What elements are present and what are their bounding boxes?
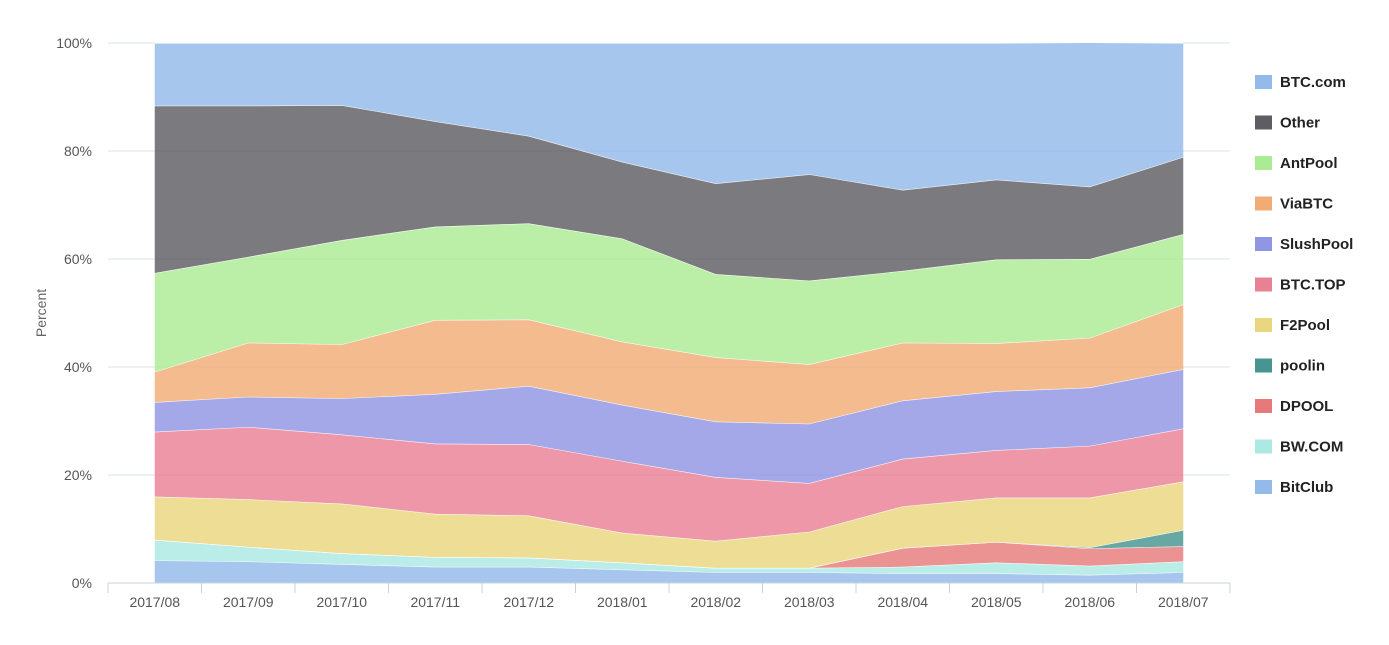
legend-swatch: [1255, 75, 1272, 89]
area-series-group: [154, 41, 1184, 583]
area-antpool: [154, 223, 1184, 372]
legend-swatch: [1255, 480, 1272, 494]
area-bitclub: [154, 560, 1184, 583]
x-tick-label: 2017/11: [410, 594, 460, 610]
legend-label: F2Pool: [1280, 317, 1330, 334]
x-tick-label: 2017/09: [223, 594, 274, 610]
legend-swatch: [1255, 196, 1272, 211]
area-other: [154, 105, 1184, 281]
legend-label: BW.COM: [1280, 439, 1343, 456]
legend-label: BitClub: [1280, 479, 1333, 496]
legend-item-btc-top: BTC.TOP: [1255, 277, 1346, 294]
legend-label: Other: [1280, 115, 1320, 132]
x-tick-label: 2018/03: [784, 594, 835, 610]
y-tick-label: 40%: [64, 359, 92, 375]
area-btc-top: [154, 426, 1184, 541]
x-tick-label: 2018/02: [690, 594, 741, 610]
legend-label: poolin: [1280, 358, 1325, 375]
x-tick-label: 2018/06: [1064, 594, 1115, 610]
legend-item-f2pool: F2Pool: [1255, 317, 1330, 334]
y-tick-label: 0%: [72, 575, 92, 591]
legend-item-bw-com: BW.COM: [1255, 439, 1343, 456]
x-tick-label: 2017/08: [129, 594, 180, 610]
y-tick-label: 80%: [64, 143, 92, 159]
legend-label: SlushPool: [1280, 236, 1353, 253]
legend-item-other: Other: [1255, 115, 1320, 132]
legend-item-dpool: DPOOL: [1255, 398, 1333, 415]
legend-item-poolin: poolin: [1255, 358, 1325, 375]
legend-swatch: [1255, 237, 1272, 251]
legend-label: AntPool: [1280, 155, 1338, 172]
x-tick-label: 2017/12: [503, 594, 554, 610]
y-tick-label: 20%: [64, 467, 92, 483]
x-tick-label: 2018/04: [877, 594, 928, 610]
y-tick-label: 60%: [64, 251, 92, 267]
legend-swatch: [1255, 439, 1272, 454]
legend-swatch: [1255, 318, 1272, 332]
axes: 0% 20% 40% 60% 80% 100% Percent 2017/08 2017/09 2…: [33, 35, 1231, 610]
area-btc-com: [154, 42, 1184, 190]
y-axis-title: Percent: [33, 289, 49, 337]
legend-swatch: [1255, 399, 1272, 413]
legend-item-slushpool: SlushPool: [1255, 236, 1353, 253]
y-tick-label: 100%: [56, 35, 92, 51]
area-slushpool: [154, 369, 1184, 484]
legend-item-btc-com: BTC.com: [1255, 74, 1346, 91]
legend-label: ViaBTC: [1280, 196, 1333, 213]
legend-item-antpool: AntPool: [1255, 155, 1338, 172]
area-f2pool: [154, 481, 1184, 568]
area-viabtc: [154, 304, 1184, 424]
x-tick-label: 2018/05: [971, 594, 1022, 610]
legend-item-viabtc: ViaBTC: [1255, 196, 1333, 213]
legend-swatch: [1255, 115, 1272, 130]
legend-item-bitclub: BitClub: [1255, 479, 1333, 496]
legend-swatch: [1255, 358, 1272, 373]
x-tick-label: 2018/07: [1158, 594, 1209, 610]
legend: BTC.com Other AntPool ViaBTC SlushPool BTC.TO…: [1255, 74, 1353, 496]
series-line-btc-com: [154, 41, 1184, 44]
x-tick-label: 2018/01: [597, 594, 648, 610]
x-tick-label: 2017/10: [316, 594, 367, 610]
legend-label: BTC.TOP: [1280, 277, 1346, 294]
legend-swatch: [1255, 156, 1272, 170]
legend-label: BTC.com: [1280, 74, 1346, 91]
legend-label: DPOOL: [1280, 398, 1333, 415]
legend-swatch: [1255, 277, 1272, 292]
